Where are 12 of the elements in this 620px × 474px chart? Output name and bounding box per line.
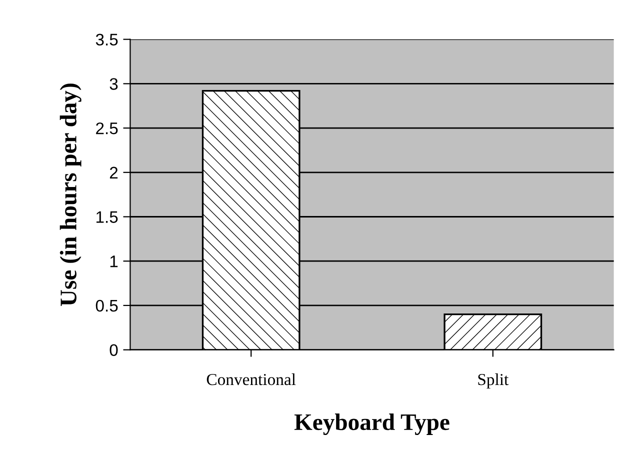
x-axis-title: Keyboard Type	[294, 414, 450, 436]
y-tick-label: 1.5	[96, 211, 118, 223]
y-tick-label: 0	[110, 344, 118, 356]
y-tick-label: 3	[110, 78, 118, 90]
y-tick-label: 1	[110, 256, 118, 268]
x-tick-label: Conventional	[206, 373, 296, 386]
y-tick-label: 2.5	[96, 122, 118, 134]
y-tick-label: 3.5	[96, 34, 118, 46]
y-axis-title: Use (in hours per day)	[60, 84, 82, 306]
x-tick-label: Split	[478, 373, 509, 389]
y-tick-label: 2	[110, 166, 118, 178]
y-tick-label: 0.5	[96, 300, 118, 312]
